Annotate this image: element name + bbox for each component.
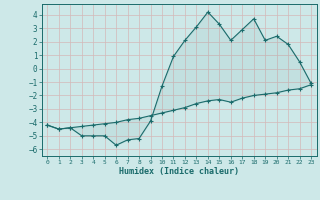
X-axis label: Humidex (Indice chaleur): Humidex (Indice chaleur) <box>119 167 239 176</box>
